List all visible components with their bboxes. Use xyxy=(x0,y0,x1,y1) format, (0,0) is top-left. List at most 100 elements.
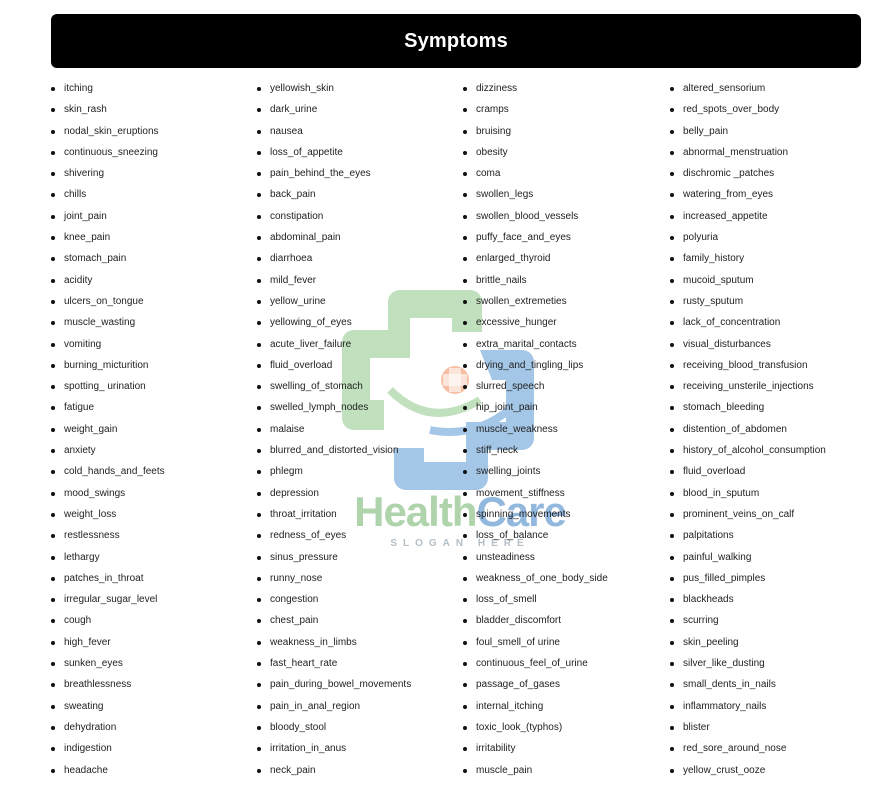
symptom-item: swollen_extremeties xyxy=(461,291,668,312)
symptom-item: movement_stiffness xyxy=(461,483,668,504)
symptom-item: swelled_lymph_nodes xyxy=(255,397,461,418)
symptom-item: puffy_face_and_eyes xyxy=(461,227,668,248)
symptom-item: indigestion xyxy=(49,738,255,759)
symptom-item: weight_loss xyxy=(49,504,255,525)
symptom-item: loss_of_balance xyxy=(461,525,668,546)
symptom-item: sweating xyxy=(49,696,255,717)
symptom-item: lack_of_concentration xyxy=(668,312,868,333)
symptom-item: hip_joint_pain xyxy=(461,397,668,418)
symptom-item: headache xyxy=(49,760,255,781)
symptom-item: painful_walking xyxy=(668,547,868,568)
symptom-item: cold_hands_and_feets xyxy=(49,461,255,482)
symptom-item: pain_behind_the_eyes xyxy=(255,163,461,184)
symptom-item: muscle_weakness xyxy=(461,419,668,440)
symptom-item: restlessness xyxy=(49,525,255,546)
symptom-item: rusty_sputum xyxy=(668,291,868,312)
symptom-item: irregular_sugar_level xyxy=(49,589,255,610)
symptom-item: fluid_overload xyxy=(255,355,461,376)
symptom-item: weight_gain xyxy=(49,419,255,440)
symptom-item: stomach_bleeding xyxy=(668,397,868,418)
symptom-item: pain_in_anal_region xyxy=(255,696,461,717)
symptom-item: dischromic _patches xyxy=(668,163,868,184)
symptom-item: malaise xyxy=(255,419,461,440)
symptom-item: joint_pain xyxy=(49,206,255,227)
symptom-item: swollen_legs xyxy=(461,184,668,205)
symptom-item: shivering xyxy=(49,163,255,184)
symptom-item: dizziness xyxy=(461,78,668,99)
symptom-item: mood_swings xyxy=(49,483,255,504)
symptom-item: scurring xyxy=(668,610,868,631)
symptom-item: watering_from_eyes xyxy=(668,184,868,205)
symptom-item: bloody_stool xyxy=(255,717,461,738)
symptom-item: receiving_unsterile_injections xyxy=(668,376,868,397)
symptom-item: yellow_crust_ooze xyxy=(668,760,868,781)
symptom-item: chills xyxy=(49,184,255,205)
symptom-item: vomiting xyxy=(49,334,255,355)
symptom-item: knee_pain xyxy=(49,227,255,248)
symptom-item: visual_disturbances xyxy=(668,334,868,355)
symptom-item: anxiety xyxy=(49,440,255,461)
symptom-item: brittle_nails xyxy=(461,270,668,291)
symptom-item: internal_itching xyxy=(461,696,668,717)
symptom-item: increased_appetite xyxy=(668,206,868,227)
symptom-item: polyuria xyxy=(668,227,868,248)
symptom-item: diarrhoea xyxy=(255,248,461,269)
symptom-item: phlegm xyxy=(255,461,461,482)
symptom-item: silver_like_dusting xyxy=(668,653,868,674)
symptom-item: nodal_skin_eruptions xyxy=(49,121,255,142)
symptom-item: swelling_joints xyxy=(461,461,668,482)
symptom-item: cramps xyxy=(461,99,668,120)
symptom-item: enlarged_thyroid xyxy=(461,248,668,269)
symptom-item: continuous_feel_of_urine xyxy=(461,653,668,674)
symptom-item: yellowing_of_eyes xyxy=(255,312,461,333)
symptom-item: yellowish_skin xyxy=(255,78,461,99)
symptom-item: small_dents_in_nails xyxy=(668,674,868,695)
symptom-item: back_pain xyxy=(255,184,461,205)
symptom-item: foul_smell_of urine xyxy=(461,632,668,653)
symptom-item: bruising xyxy=(461,121,668,142)
symptom-item: unsteadiness xyxy=(461,547,668,568)
symptom-item: blackheads xyxy=(668,589,868,610)
symptom-item: pus_filled_pimples xyxy=(668,568,868,589)
symptom-item: patches_in_throat xyxy=(49,568,255,589)
symptom-item: skin_peeling xyxy=(668,632,868,653)
symptom-item: dehydration xyxy=(49,717,255,738)
symptom-item: history_of_alcohol_consumption xyxy=(668,440,868,461)
symptom-item: sunken_eyes xyxy=(49,653,255,674)
symptom-item: abdominal_pain xyxy=(255,227,461,248)
symptom-item: congestion xyxy=(255,589,461,610)
symptom-item: coma xyxy=(461,163,668,184)
symptom-item: pain_during_bowel_movements xyxy=(255,674,461,695)
symptom-item: fluid_overload xyxy=(668,461,868,482)
symptom-item: blurred_and_distorted_vision xyxy=(255,440,461,461)
symptom-item: dark_urine xyxy=(255,99,461,120)
symptom-item: swelling_of_stomach xyxy=(255,376,461,397)
symptom-item: burning_micturition xyxy=(49,355,255,376)
symptom-item: stiff_neck xyxy=(461,440,668,461)
symptom-item: itching xyxy=(49,78,255,99)
symptom-item: distention_of_abdomen xyxy=(668,419,868,440)
symptom-item: slurred_speech xyxy=(461,376,668,397)
symptom-item: toxic_look_(typhos) xyxy=(461,717,668,738)
symptom-item: weakness_of_one_body_side xyxy=(461,568,668,589)
symptom-item: mild_fever xyxy=(255,270,461,291)
symptom-item: extra_marital_contacts xyxy=(461,334,668,355)
symptom-item: irritation_in_anus xyxy=(255,738,461,759)
symptom-item: palpitations xyxy=(668,525,868,546)
symptom-item: weakness_in_limbs xyxy=(255,632,461,653)
symptom-item: bladder_discomfort xyxy=(461,610,668,631)
symptom-item: spotting_ urination xyxy=(49,376,255,397)
symptom-item: loss_of_appetite xyxy=(255,142,461,163)
symptoms-column-2: yellowish_skin dark_urine nausea loss_of_ap… xyxy=(255,78,461,798)
symptom-item: constipation xyxy=(255,206,461,227)
symptom-item: cough xyxy=(49,610,255,631)
symptom-item: altered_sensorium xyxy=(668,78,868,99)
symptom-item: loss_of_smell xyxy=(461,589,668,610)
symptom-item: abnormal_menstruation xyxy=(668,142,868,163)
symptom-item: muscle_wasting xyxy=(49,312,255,333)
symptom-item: drying_and_tingling_lips xyxy=(461,355,668,376)
symptom-item: family_history xyxy=(668,248,868,269)
symptom-item: breathlessness xyxy=(49,674,255,695)
symptom-item: skin_rash xyxy=(49,99,255,120)
symptom-item: irritability xyxy=(461,738,668,759)
